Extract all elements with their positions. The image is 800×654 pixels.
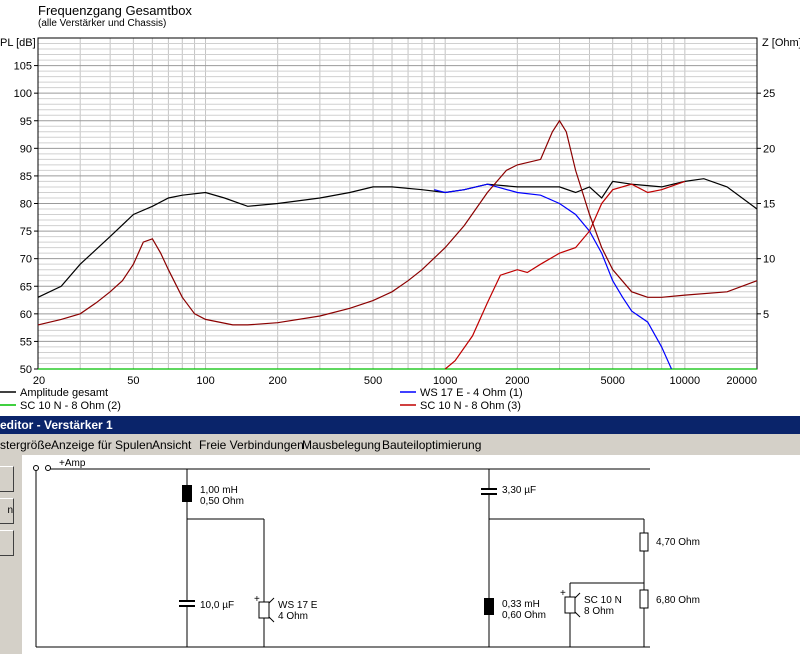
menu-bauteiloptimierung[interactable]: Bauteiloptimierung xyxy=(382,438,482,452)
speaker-sc10n-cone xyxy=(574,592,581,599)
speaker-sc10n-polarity: + xyxy=(560,588,566,599)
y-tick-label: 60 xyxy=(20,309,32,321)
input-terminal-minus xyxy=(33,465,39,471)
y2-tick-label: 20 xyxy=(763,143,775,155)
x-tick-label: 100 xyxy=(196,375,214,387)
inductor-l1 xyxy=(182,485,192,502)
editor-title-bar[interactable]: editor - Verstärker 1 xyxy=(0,416,800,434)
woofer-name: WS 17 E xyxy=(278,600,318,611)
y-tick-label: 95 xyxy=(20,116,32,128)
l2-value: 0,33 mH xyxy=(502,599,540,610)
y-tick-label: 90 xyxy=(20,143,32,155)
menu-ansicht[interactable]: Ansicht xyxy=(152,438,192,452)
y-tick-label: 55 xyxy=(20,336,32,348)
x-tick-label: 20 xyxy=(33,375,45,387)
y-tick-label: 105 xyxy=(14,61,32,73)
menu-mausbelegung[interactable]: Mausbelegung xyxy=(302,438,381,452)
x-tick-label: 500 xyxy=(364,375,382,387)
speaker-ws17e-cone xyxy=(268,597,275,604)
speaker-ws17e-cone xyxy=(268,616,275,623)
y-tick-label: 50 xyxy=(20,364,32,376)
y2-tick-label: 25 xyxy=(763,88,775,100)
r2-value: 6,80 Ohm xyxy=(656,595,700,606)
y-tick-label: 70 xyxy=(20,254,32,266)
y2-tick-label: 15 xyxy=(763,199,775,211)
series-impedance xyxy=(37,119,758,326)
chart-title: Frequenzgang Gesamtbox xyxy=(38,3,192,18)
x-tick-label: 10000 xyxy=(670,375,701,387)
x-tick-label: 2000 xyxy=(505,375,529,387)
toolbar-button-2[interactable]: n xyxy=(0,498,14,524)
inductor-l2 xyxy=(484,598,494,615)
l1-value: 1,00 mH xyxy=(200,485,238,496)
x-tick-label: 1000 xyxy=(433,375,457,387)
menu-rastergroesse[interactable]: stergröße xyxy=(0,438,52,452)
toolbar-button-1[interactable] xyxy=(0,466,14,492)
y-tick-label: 75 xyxy=(20,226,32,238)
legend-sc10n-3: SC 10 N - 8 Ohm (3) xyxy=(420,400,521,412)
x-tick-label: 200 xyxy=(268,375,286,387)
editor-menu-bar: stergröße Anzeige für Spulen Ansicht Fre… xyxy=(0,435,800,455)
y2-tick-label: 10 xyxy=(763,254,775,266)
x-tick-label: 20000 xyxy=(726,375,757,387)
legend-amplitude-gesamt: Amplitude gesamt xyxy=(20,387,108,399)
speaker-ws17e xyxy=(258,601,270,619)
x-tick-label: 50 xyxy=(127,375,139,387)
series-sc10n-3 xyxy=(444,180,686,370)
x-tick-label: 5000 xyxy=(600,375,624,387)
y2-tick-label: 5 xyxy=(763,309,769,321)
y-axis-label: PL [dB] xyxy=(0,37,36,49)
l2-resistance: 0,60 Ohm xyxy=(502,610,546,621)
series-ws17e-1 xyxy=(434,183,673,370)
r1-value: 4,70 Ohm xyxy=(656,537,700,548)
resistor-r2 xyxy=(639,589,649,609)
c1-value: 10,0 µF xyxy=(200,600,234,611)
editor-window-title: editor - Verstärker 1 xyxy=(0,418,113,432)
legend-ws17e: WS 17 E - 4 Ohm (1) xyxy=(420,387,523,399)
crossover-circuit: +Amp 1,00 mH0,50 Ohm 10,0 µF + WS 17 E4 Ohm 3… xyxy=(33,458,700,648)
y2-axis-label: Z [Ohm] xyxy=(762,37,800,49)
series-amplitude-gesamt xyxy=(37,178,758,298)
legend-sc10n-2: SC 10 N - 8 Ohm (2) xyxy=(20,400,121,412)
y-tick-label: 100 xyxy=(14,88,32,100)
circuit-editor-window: editor - Verstärker 1 stergröße Anzeige … xyxy=(0,416,800,654)
woofer-impedance: 4 Ohm xyxy=(278,611,308,622)
tweeter-name: SC 10 N xyxy=(584,595,622,606)
l1-resistance: 0,50 Ohm xyxy=(200,496,244,507)
toolbar-button-3[interactable] xyxy=(0,530,14,556)
tweeter-impedance: 8 Ohm xyxy=(584,606,614,617)
speaker-sc10n-cone xyxy=(574,611,581,618)
speaker-ws17e-polarity: + xyxy=(254,594,260,605)
input-terminal-plus xyxy=(45,465,51,471)
frequency-response-chart: 50 55 60 65 70 75 80 85 90 95 100 105 5 10 15 20 25 20 50 1… xyxy=(0,3,800,412)
y-tick-label: 65 xyxy=(20,281,32,293)
c2-value: 3,30 µF xyxy=(502,485,536,496)
menu-anzeige-fuer-spulen[interactable]: Anzeige für Spulen xyxy=(51,438,153,452)
speaker-sc10n xyxy=(564,596,576,614)
resistor-r1 xyxy=(639,532,649,552)
y-tick-label: 85 xyxy=(20,171,32,183)
y-tick-label: 80 xyxy=(20,199,32,211)
input-label: +Amp xyxy=(59,458,86,469)
menu-freie-verbindungen[interactable]: Freie Verbindungen xyxy=(199,438,304,452)
chart-subtitle: (alle Verstärker und Chassis) xyxy=(38,18,167,29)
